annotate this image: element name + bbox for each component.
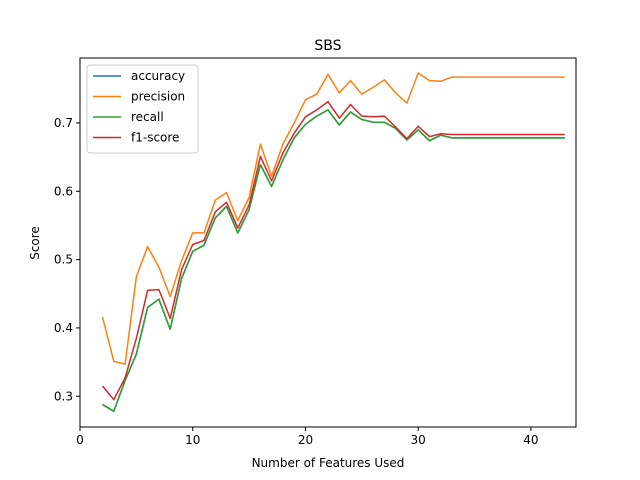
series-line-recall <box>102 109 565 413</box>
legend-label-recall: recall <box>131 110 164 124</box>
x-tick-label: 10 <box>185 433 200 447</box>
y-axis-label: Score <box>28 226 42 260</box>
x-axis-label: Number of Features Used <box>252 456 405 470</box>
x-tick-label: 20 <box>298 433 313 447</box>
series-line-f1-score <box>101 100 565 401</box>
legend-label-precision: precision <box>131 90 185 104</box>
plot-frame <box>79 57 577 428</box>
y-tick-label: 0.6 <box>54 184 73 198</box>
y-tick-label: 0.4 <box>54 321 73 335</box>
legend-box <box>86 64 199 154</box>
x-tick-label: 0 <box>76 433 84 447</box>
y-tick-label: 0.3 <box>54 389 73 403</box>
x-tick-label: 40 <box>523 433 538 447</box>
y-tick-label: 0.5 <box>54 253 73 267</box>
series-layer <box>101 72 565 413</box>
legend-label-accuracy: accuracy <box>131 69 185 83</box>
chart-title: SBS <box>314 38 341 54</box>
y-tick-label: 0.7 <box>54 116 73 130</box>
series-line-precision <box>101 72 565 365</box>
y-axis-ticks: 0.3 0.4 0.5 0.6 0.7 <box>54 116 80 403</box>
x-tick-label: 30 <box>411 433 426 447</box>
x-axis-ticks: 0 10 20 30 40 <box>76 427 539 447</box>
legend-label-f1-score: f1-score <box>131 131 179 145</box>
legend: accuracy precision recall f1-score <box>86 64 199 154</box>
